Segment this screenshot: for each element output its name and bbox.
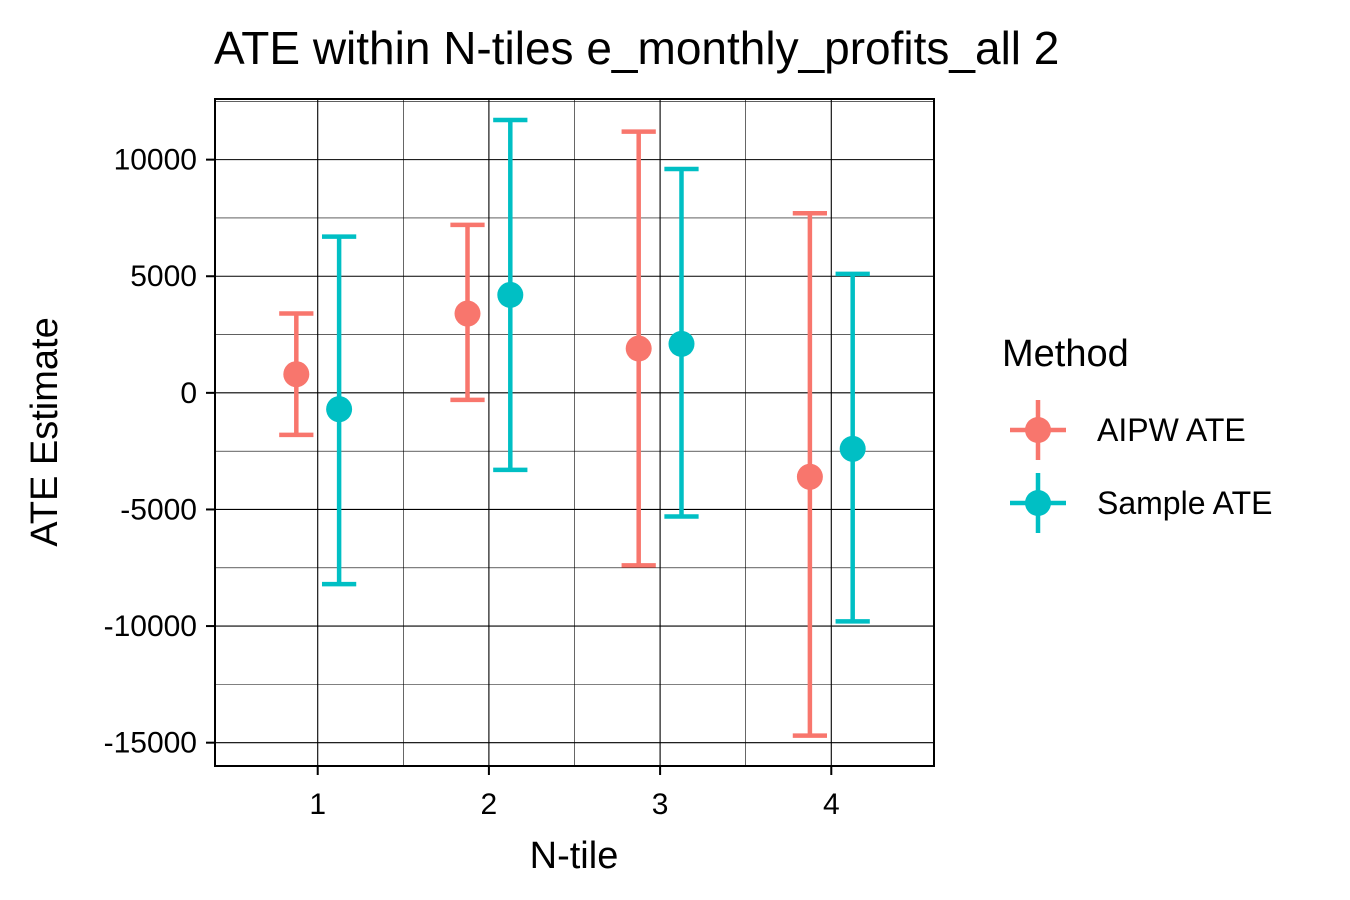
- y-tick-label: 5000: [130, 260, 197, 293]
- legend-key-point: [1025, 417, 1051, 443]
- legend-label: Sample ATE: [1097, 485, 1272, 521]
- point-estimate: [326, 396, 353, 423]
- series-sample-ate: [321, 117, 870, 624]
- x-tick-label: 4: [823, 788, 840, 821]
- point-estimate: [497, 281, 524, 308]
- point-estimate: [668, 330, 695, 357]
- y-tick-label: -5000: [120, 493, 197, 526]
- y-tick-label: 10000: [114, 144, 197, 177]
- point-estimate: [796, 463, 823, 490]
- point-estimate: [454, 300, 481, 327]
- legend-title: Method: [1002, 333, 1129, 375]
- legend-item-aipw-ate: AIPW ATE: [1010, 400, 1246, 460]
- legend: Method AIPW ATE Sample ATE: [1002, 333, 1272, 533]
- point-estimate: [625, 335, 652, 362]
- axes: 10000 5000 0 -5000 -10000 -15000 1 2 3 4: [104, 144, 840, 821]
- x-tick-label: 3: [652, 788, 669, 821]
- x-tick-label: 1: [309, 788, 326, 821]
- legend-label: AIPW ATE: [1097, 412, 1246, 448]
- point-estimate: [283, 361, 310, 388]
- plot-panel: [214, 98, 935, 767]
- y-axis-title: ATE Estimate: [24, 317, 66, 546]
- grid-lines: [215, 99, 934, 766]
- legend-item-sample-ate: Sample ATE: [1010, 473, 1272, 533]
- y-tick-label: -10000: [104, 610, 197, 643]
- y-tick-label: 0: [180, 377, 197, 410]
- y-tick-label: -15000: [104, 727, 197, 760]
- point-estimate: [839, 435, 866, 462]
- legend-key-point: [1025, 490, 1051, 516]
- error-bar-marks: [279, 117, 870, 738]
- series-aipw-ate: [279, 129, 828, 738]
- x-axis-title: N-tile: [530, 835, 619, 877]
- chart-title: ATE within N-tiles e_monthly_profits_all…: [214, 22, 1059, 74]
- x-tick-label: 2: [481, 788, 498, 821]
